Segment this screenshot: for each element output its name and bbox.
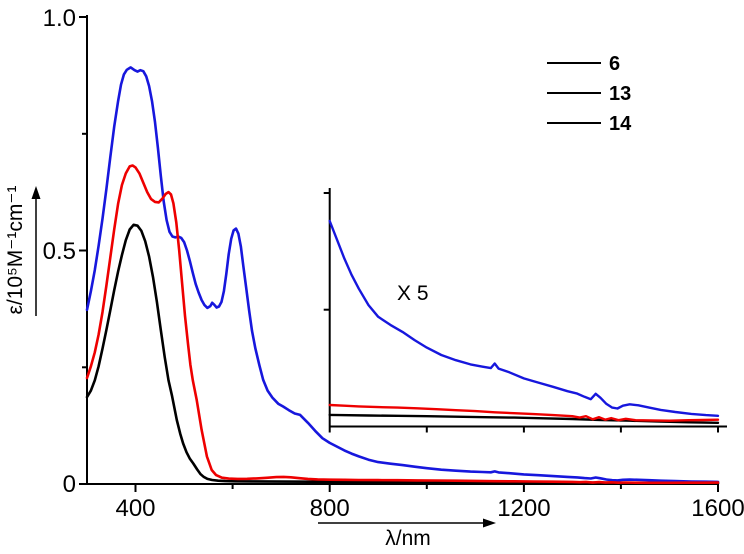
main-series <box>85 66 720 485</box>
x-axis-arrow-head <box>483 518 496 528</box>
legend-label-6: 6 <box>609 53 620 75</box>
x-axis-title: λ/nm <box>385 527 431 550</box>
series-14-inset <box>328 219 720 417</box>
legend-label-14: 14 <box>609 113 632 135</box>
y-axis-title-group: ε/10⁵M⁻¹cm⁻¹ <box>4 186 41 316</box>
legend-label-13: 13 <box>609 83 631 105</box>
x-tick-label-400: 400 <box>115 495 155 522</box>
y-axis-title: ε/10⁵M⁻¹cm⁻¹ <box>4 186 27 315</box>
x-tick-label-1200: 1200 <box>497 495 550 522</box>
x-tick-label-800: 800 <box>310 495 350 522</box>
main-axes: 1.0 0.5 0 400 800 1200 1600 <box>43 5 744 522</box>
inset-series <box>328 219 720 424</box>
y-tick-label-0: 0 <box>63 471 76 498</box>
y-tick-label-1.0: 1.0 <box>43 5 76 32</box>
x-axis-title-group: λ/nm <box>318 518 496 550</box>
series-14-main <box>85 66 720 484</box>
legend: 6 13 14 <box>547 53 632 135</box>
x-tick-label-1600: 1600 <box>691 495 744 522</box>
inset-axes: X 5 <box>323 188 727 433</box>
y-tick-label-0.5: 0.5 <box>43 238 76 265</box>
series-13-inset <box>328 403 720 422</box>
y-axis-arrow-head <box>31 186 41 199</box>
series-13-main <box>85 164 720 485</box>
inset-scale-label: X 5 <box>397 282 429 305</box>
